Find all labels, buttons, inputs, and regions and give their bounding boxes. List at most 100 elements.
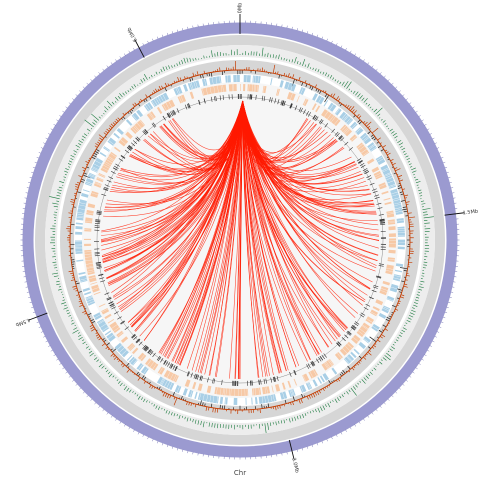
cds-minus-block bbox=[387, 219, 395, 222]
gc-bar bbox=[73, 150, 78, 153]
tick-mark bbox=[421, 358, 424, 361]
cds-plus-block bbox=[85, 295, 93, 299]
tick-mark bbox=[110, 415, 113, 418]
gc-bar bbox=[123, 384, 125, 386]
gc-bar bbox=[272, 54, 274, 59]
feature-tick bbox=[167, 362, 171, 367]
feature-tick bbox=[270, 377, 273, 383]
skew-bar bbox=[180, 395, 183, 400]
tick-mark bbox=[412, 106, 415, 109]
cds-plus-block bbox=[155, 96, 162, 105]
gc-bar bbox=[278, 54, 280, 60]
cds-plus-block bbox=[77, 212, 85, 215]
gc-bar bbox=[392, 132, 397, 137]
gc-bar bbox=[371, 108, 374, 111]
tick-mark bbox=[358, 421, 361, 424]
skew-bar bbox=[126, 369, 130, 373]
cds-plus-block bbox=[80, 279, 88, 283]
tick-mark bbox=[349, 50, 352, 54]
gc-bar bbox=[369, 106, 372, 109]
gc-bar bbox=[217, 423, 219, 429]
skew-bar bbox=[169, 395, 172, 399]
cds-minus-strand-track bbox=[84, 84, 396, 396]
feature-tick bbox=[170, 364, 174, 369]
skew-bar bbox=[405, 201, 410, 203]
tick-mark bbox=[449, 182, 452, 184]
skew-bar bbox=[402, 206, 407, 208]
gc-bar bbox=[59, 181, 65, 184]
gc-bar bbox=[352, 386, 357, 390]
cds-minus-block bbox=[90, 192, 98, 198]
skew-bar bbox=[378, 329, 383, 333]
feature-tick bbox=[190, 372, 193, 378]
feature-tick bbox=[372, 286, 378, 289]
cds-plus-block bbox=[100, 324, 109, 331]
tick-mark bbox=[171, 31, 174, 34]
feature-tick bbox=[359, 314, 365, 318]
tick-mark bbox=[68, 102, 71, 105]
cds-plus-block bbox=[106, 332, 114, 339]
feature-tick bbox=[306, 111, 309, 116]
cds-plus-block bbox=[288, 389, 292, 398]
feature-tick bbox=[341, 337, 346, 342]
skew-bar bbox=[70, 279, 75, 281]
skew-bar bbox=[377, 137, 381, 141]
gc-bar bbox=[70, 317, 73, 319]
gc-bar bbox=[420, 280, 425, 283]
feature-tick bbox=[100, 280, 106, 283]
cds-plus-block bbox=[392, 277, 401, 282]
cds-plus-block bbox=[378, 312, 387, 320]
gc-bar bbox=[73, 327, 78, 330]
tick-mark bbox=[286, 25, 288, 29]
skew-bar bbox=[143, 99, 146, 103]
tick-mark bbox=[451, 192, 455, 194]
link-curve bbox=[106, 100, 243, 279]
feature-tick bbox=[380, 223, 386, 225]
gc-bar bbox=[294, 416, 297, 421]
gc-bar bbox=[267, 422, 269, 430]
skew-bar bbox=[153, 90, 156, 93]
cds-minus-block bbox=[131, 347, 139, 355]
skew-bar bbox=[122, 364, 125, 368]
cds-minus-block bbox=[84, 249, 92, 252]
major-tick bbox=[288, 439, 295, 460]
gc-bar bbox=[62, 299, 66, 301]
gc-bar bbox=[150, 74, 153, 78]
cds-minus-block bbox=[321, 363, 328, 371]
feature-tick bbox=[312, 114, 316, 120]
gc-bar bbox=[57, 189, 62, 192]
scale-label: 6.0Mb bbox=[126, 26, 138, 42]
gc-bar bbox=[386, 352, 391, 357]
feature-tick bbox=[143, 346, 148, 351]
cds-plus-block bbox=[87, 174, 95, 180]
cds-plus-block bbox=[140, 366, 148, 374]
feature-tick bbox=[136, 136, 141, 141]
skew-bar bbox=[367, 131, 371, 135]
tick-mark bbox=[424, 354, 427, 357]
skew-bar bbox=[73, 287, 78, 290]
skew-bar bbox=[98, 134, 104, 139]
skew-bar bbox=[363, 356, 367, 360]
gc-bar bbox=[397, 336, 400, 339]
tick-mark bbox=[418, 115, 421, 117]
feature-tick bbox=[300, 107, 303, 113]
feature-tick bbox=[172, 365, 176, 370]
gc-bar bbox=[186, 417, 189, 422]
cds-plus-block bbox=[292, 388, 296, 396]
tick-mark bbox=[90, 79, 93, 82]
gc-bar bbox=[373, 367, 377, 371]
feature-tick bbox=[372, 190, 378, 194]
cds-minus-block bbox=[387, 259, 395, 262]
cds-plus-block bbox=[85, 178, 94, 184]
cds-plus-block bbox=[202, 78, 206, 87]
gc-bar bbox=[329, 401, 332, 404]
tick-mark bbox=[301, 29, 304, 33]
cds-plus-block bbox=[392, 197, 400, 202]
feature-tick bbox=[298, 107, 302, 113]
cds-plus-block bbox=[108, 334, 116, 342]
cds-plus-block bbox=[371, 326, 379, 332]
feature-tick bbox=[323, 353, 327, 358]
gc-bar bbox=[115, 97, 119, 101]
cds-plus-block bbox=[93, 312, 101, 318]
cds-plus-block bbox=[391, 192, 399, 197]
